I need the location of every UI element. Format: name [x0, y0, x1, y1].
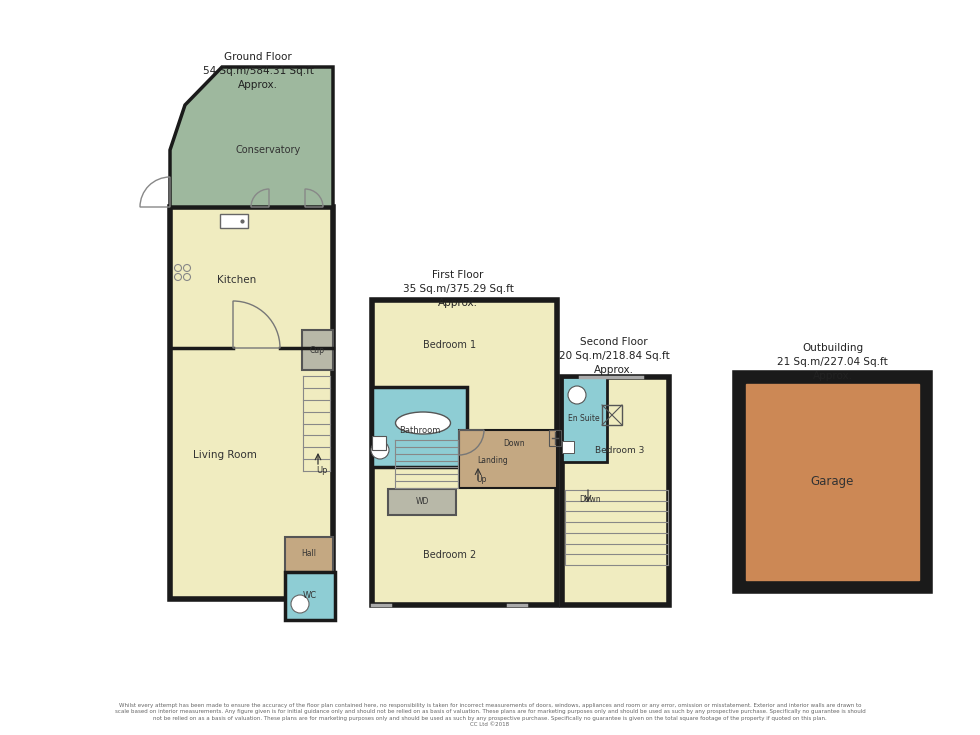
Text: Living Room: Living Room	[193, 450, 257, 460]
Bar	[285, 572, 335, 620]
Bar	[285, 537, 333, 572]
Text: Down: Down	[503, 439, 525, 448]
Text: Kitchen: Kitchen	[218, 275, 257, 285]
Text: Ground Floor
54 Sq.m/584.31 Sq.ft
Approx.: Ground Floor 54 Sq.m/584.31 Sq.ft Approx…	[203, 52, 314, 90]
Text: WC: WC	[303, 592, 318, 600]
Text: Hall: Hall	[302, 550, 317, 559]
Polygon shape	[170, 67, 333, 207]
Text: Whilst every attempt has been made to ensure the accuracy of the floor plan cont: Whilst every attempt has been made to en…	[115, 703, 865, 727]
Bar	[372, 436, 386, 450]
Ellipse shape	[396, 412, 451, 434]
Circle shape	[568, 386, 586, 404]
Text: Conservatory: Conservatory	[235, 145, 301, 155]
Circle shape	[291, 595, 309, 613]
Bar	[372, 387, 467, 467]
Text: Up: Up	[317, 465, 327, 475]
Bar	[746, 384, 919, 580]
Bar	[562, 441, 574, 453]
Circle shape	[371, 441, 389, 459]
Text: Bedroom 1: Bedroom 1	[423, 340, 476, 350]
Bar	[735, 373, 930, 591]
Bar	[459, 430, 557, 488]
Text: Second Floor
20 Sq.m/218.84 Sq.ft
Approx.: Second Floor 20 Sq.m/218.84 Sq.ft Approx…	[559, 337, 669, 375]
Bar	[562, 377, 669, 605]
Bar	[170, 207, 333, 599]
Text: Outbuilding
21 Sq.m/227.04 Sq.ft
Approx.: Outbuilding 21 Sq.m/227.04 Sq.ft Approx.	[777, 343, 888, 381]
Text: First Floor
35 Sq.m/375.29 Sq.ft
Approx.: First Floor 35 Sq.m/375.29 Sq.ft Approx.	[403, 270, 514, 308]
Text: Landing: Landing	[477, 456, 509, 465]
Text: Up: Up	[477, 476, 487, 484]
Bar	[602, 405, 622, 425]
Bar	[549, 430, 561, 446]
Text: Bedroom 2: Bedroom 2	[423, 550, 476, 560]
Text: Cup: Cup	[310, 345, 324, 354]
Text: Bedroom 3: Bedroom 3	[595, 445, 645, 454]
Bar	[372, 300, 557, 605]
Text: Bathroom: Bathroom	[399, 426, 441, 434]
Text: WD: WD	[416, 498, 428, 506]
Text: Garage: Garage	[810, 476, 855, 489]
Bar	[562, 377, 607, 462]
Bar	[388, 489, 456, 515]
Bar	[302, 330, 333, 370]
Text: En Suite: En Suite	[568, 414, 600, 423]
Text: Down: Down	[579, 495, 601, 504]
Bar	[220, 214, 248, 228]
